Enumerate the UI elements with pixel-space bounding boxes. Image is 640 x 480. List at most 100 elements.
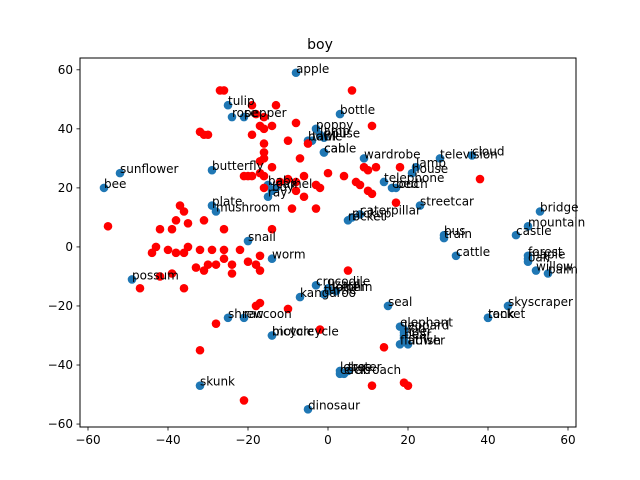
highlight-point bbox=[195, 245, 205, 255]
highlight-point bbox=[219, 245, 229, 255]
labeled-point bbox=[227, 112, 237, 122]
labeled-point bbox=[503, 301, 513, 311]
y-tick-label: −60 bbox=[48, 417, 73, 431]
labeled-point bbox=[439, 233, 449, 243]
labeled-point bbox=[115, 168, 125, 178]
point-label: tiger bbox=[404, 324, 432, 338]
highlight-point bbox=[219, 254, 229, 264]
point-label: ray bbox=[268, 186, 287, 200]
labeled-point bbox=[239, 112, 249, 122]
point-label: castle bbox=[516, 224, 552, 238]
labeled-point bbox=[435, 154, 445, 163]
point-label: house bbox=[324, 127, 360, 141]
labeled-point bbox=[359, 154, 369, 163]
highlight-point bbox=[315, 325, 325, 334]
point-label: cockroach bbox=[340, 363, 401, 377]
highlight-point bbox=[255, 266, 265, 275]
labeled-point bbox=[223, 100, 233, 110]
point-label: dolphin bbox=[328, 280, 372, 294]
highlight-point bbox=[255, 251, 265, 261]
point-label: kangaroo bbox=[300, 286, 356, 300]
highlight-point bbox=[367, 121, 377, 131]
highlight-point bbox=[259, 139, 269, 148]
labeled-point bbox=[303, 404, 313, 414]
point-label: flatfish bbox=[400, 333, 441, 347]
x-tick-label: −40 bbox=[155, 433, 180, 447]
highlight-point bbox=[255, 298, 265, 308]
axes-layer: −60 −40 −20 0 20 40 60 −60 −40 −20 0 20 40 60 bbox=[48, 57, 577, 447]
highlight-point bbox=[275, 177, 285, 187]
point-label: maple bbox=[528, 248, 565, 262]
point-label: rocket bbox=[488, 307, 526, 321]
highlight-point bbox=[199, 216, 209, 225]
point-label: lizard bbox=[328, 277, 361, 291]
y-tick-label: 60 bbox=[58, 63, 73, 77]
labeled-point bbox=[267, 254, 277, 264]
highlight-point bbox=[475, 174, 485, 184]
labeled-point bbox=[207, 165, 217, 175]
highlight-point bbox=[183, 219, 193, 228]
point-label: television bbox=[440, 147, 498, 161]
highlight-point bbox=[363, 165, 373, 175]
point-label: bee bbox=[104, 177, 126, 191]
highlight-point bbox=[167, 269, 177, 278]
highlight-point bbox=[367, 189, 377, 199]
point-label: mushroom bbox=[216, 201, 280, 215]
point-label: cloud bbox=[472, 144, 505, 158]
highlight-point bbox=[163, 245, 173, 255]
point-label: palm bbox=[548, 262, 578, 276]
y-tick-label: −20 bbox=[48, 299, 73, 313]
point-label: sunflower bbox=[120, 162, 179, 176]
point-label: cable bbox=[324, 141, 356, 155]
highlight-point bbox=[299, 192, 309, 202]
point-label: crab bbox=[344, 363, 371, 377]
highlight-point bbox=[299, 171, 309, 181]
highlight-point bbox=[259, 171, 269, 181]
highlight-point bbox=[239, 396, 249, 405]
labeled-point bbox=[511, 230, 521, 240]
highlight-point bbox=[255, 157, 265, 166]
labeled-point bbox=[295, 292, 305, 302]
highlight-point bbox=[167, 224, 177, 234]
highlight-point bbox=[339, 171, 349, 181]
point-label: bear bbox=[404, 327, 431, 341]
point-label: lamp bbox=[320, 124, 350, 138]
point-label: oak bbox=[528, 251, 550, 265]
point-label: rocket bbox=[348, 209, 386, 223]
highlight-point bbox=[267, 162, 277, 172]
highlight-point bbox=[379, 342, 389, 352]
point-label: skyscraper bbox=[508, 295, 573, 309]
point-label: flower bbox=[408, 333, 445, 347]
highlight-point bbox=[315, 183, 325, 193]
point-label: snail bbox=[248, 230, 276, 244]
labeled-point bbox=[379, 177, 389, 187]
point-label: poppy bbox=[316, 118, 353, 132]
highlight-point bbox=[311, 204, 321, 213]
highlight-point bbox=[351, 177, 361, 187]
highlight-point bbox=[371, 162, 381, 172]
x-tick-label: −60 bbox=[75, 433, 100, 447]
point-label: bridge bbox=[540, 201, 579, 215]
point-label: lion bbox=[404, 322, 426, 336]
highlight-point bbox=[267, 224, 277, 234]
labeled-point bbox=[523, 221, 533, 231]
labeled-point bbox=[403, 340, 413, 349]
point-label: telephone bbox=[384, 171, 444, 185]
point-label: apple bbox=[296, 62, 329, 76]
highlight-point bbox=[259, 183, 269, 193]
point-label: tank bbox=[488, 307, 515, 321]
point-label: plate bbox=[212, 195, 242, 209]
point-label: table bbox=[312, 130, 342, 144]
labeled-point bbox=[239, 313, 249, 323]
point-label: butterfly bbox=[212, 159, 264, 173]
highlight-point bbox=[295, 154, 305, 163]
point-label: bicycle bbox=[272, 324, 314, 338]
point-label: raccoon bbox=[244, 307, 292, 321]
highlight-point bbox=[259, 124, 269, 134]
highlight-point bbox=[203, 130, 213, 140]
labeled-point bbox=[127, 275, 137, 284]
labeled-point bbox=[291, 68, 301, 78]
labeled-point bbox=[383, 301, 393, 311]
highlight-point bbox=[227, 260, 237, 269]
